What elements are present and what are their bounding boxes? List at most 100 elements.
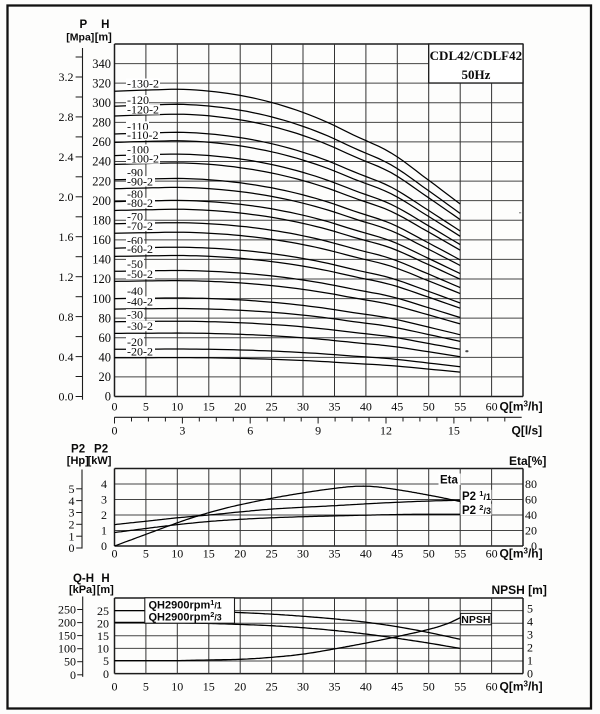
- svg-text:50: 50: [423, 547, 435, 561]
- svg-text:15: 15: [97, 629, 109, 643]
- svg-text:1: 1: [527, 654, 533, 668]
- svg-text:[m]: [m]: [97, 584, 114, 596]
- svg-text:Q[l/s]: Q[l/s]: [512, 423, 543, 437]
- svg-text:[Mpa]: [Mpa]: [66, 32, 94, 44]
- svg-text:60: 60: [486, 679, 498, 693]
- svg-text:[m]: [m]: [95, 32, 112, 44]
- svg-text:55: 55: [454, 679, 466, 693]
- svg-text:P2: P2: [71, 444, 85, 456]
- svg-text:P2: P2: [94, 444, 108, 456]
- svg-text:10: 10: [171, 399, 183, 413]
- svg-text:6: 6: [247, 423, 253, 437]
- svg-text:-120-2: -120-2: [127, 102, 159, 116]
- svg-text:0: 0: [112, 679, 118, 693]
- svg-text:H: H: [101, 573, 109, 585]
- svg-text:-100-2: -100-2: [127, 152, 159, 166]
- svg-text:-20: -20: [127, 335, 143, 349]
- svg-text:10: 10: [171, 679, 183, 693]
- svg-text:4: 4: [527, 615, 533, 629]
- svg-text:P2 2/3: P2 2/3: [462, 503, 491, 517]
- svg-text:240: 240: [92, 155, 111, 169]
- svg-text:3: 3: [179, 423, 185, 437]
- svg-text:45: 45: [391, 679, 403, 693]
- svg-text:55: 55: [454, 547, 466, 561]
- svg-text:25: 25: [266, 547, 278, 561]
- svg-text:60: 60: [486, 547, 498, 561]
- svg-text:5: 5: [103, 654, 109, 668]
- svg-text:280: 280: [92, 116, 111, 130]
- svg-text:15: 15: [203, 547, 215, 561]
- svg-text:CDL42/CDLF42: CDL42/CDLF42: [430, 48, 522, 63]
- svg-text:15: 15: [448, 423, 460, 437]
- svg-text:0: 0: [103, 667, 109, 681]
- svg-text:-80: -80: [127, 187, 143, 201]
- svg-text:-40: -40: [127, 284, 143, 298]
- svg-text:2: 2: [69, 518, 75, 532]
- svg-text:4: 4: [101, 477, 107, 491]
- svg-text:5: 5: [143, 679, 149, 693]
- svg-text:Q[m3/h]: Q[m3/h]: [500, 399, 543, 413]
- svg-text:50Hz: 50Hz: [461, 67, 490, 82]
- svg-text:20: 20: [234, 399, 246, 413]
- svg-text:220: 220: [92, 174, 111, 188]
- svg-text:-90-2: -90-2: [127, 174, 153, 188]
- svg-text:30: 30: [297, 399, 309, 413]
- svg-text:-120: -120: [127, 93, 149, 107]
- svg-text:Eta: Eta: [440, 474, 459, 486]
- svg-text:2: 2: [527, 641, 533, 655]
- svg-text:-60-2: -60-2: [127, 242, 153, 256]
- svg-text:20: 20: [234, 547, 246, 561]
- svg-text:4: 4: [69, 494, 75, 508]
- svg-text:320: 320: [92, 76, 111, 90]
- svg-text:-50: -50: [127, 257, 143, 271]
- svg-text:45: 45: [391, 547, 403, 561]
- svg-text:30: 30: [297, 547, 309, 561]
- svg-text:10: 10: [171, 547, 183, 561]
- svg-text:45: 45: [391, 399, 403, 413]
- svg-text:150: 150: [58, 629, 76, 643]
- svg-text:180: 180: [92, 213, 111, 227]
- svg-text:-50-2: -50-2: [127, 267, 153, 281]
- svg-text:P2 1/1: P2 1/1: [462, 489, 491, 503]
- svg-text:2.0: 2.0: [59, 190, 74, 204]
- svg-text:1: 1: [101, 524, 107, 538]
- svg-text:260: 260: [92, 135, 111, 149]
- svg-text:0: 0: [112, 423, 118, 437]
- svg-text:P: P: [79, 19, 87, 31]
- svg-text:1.2: 1.2: [59, 270, 74, 284]
- svg-text:Q-H: Q-H: [73, 573, 94, 585]
- svg-text:[kW]: [kW]: [88, 455, 112, 467]
- svg-text:-70-2: -70-2: [127, 219, 153, 233]
- svg-text:200: 200: [92, 194, 111, 208]
- svg-text:-70: -70: [127, 209, 143, 223]
- svg-text:0: 0: [527, 667, 533, 681]
- svg-text:-90: -90: [127, 165, 143, 179]
- svg-text:5: 5: [143, 399, 149, 413]
- svg-text:120: 120: [92, 272, 111, 286]
- svg-text:40: 40: [360, 547, 372, 561]
- svg-text:60: 60: [486, 399, 498, 413]
- svg-text:-110-2: -110-2: [127, 128, 159, 142]
- svg-text:20: 20: [525, 524, 537, 538]
- svg-text:40: 40: [99, 351, 112, 365]
- svg-text:0: 0: [70, 668, 76, 682]
- svg-text:3: 3: [69, 506, 75, 520]
- svg-text:1: 1: [69, 529, 75, 543]
- svg-text:40: 40: [525, 508, 537, 522]
- svg-text:20: 20: [234, 679, 246, 693]
- svg-text:3.2: 3.2: [59, 70, 74, 84]
- svg-text:10: 10: [97, 642, 109, 656]
- svg-text:1.6: 1.6: [59, 230, 74, 244]
- svg-text:QH2900rpm2/3: QH2900rpm2/3: [149, 610, 222, 623]
- svg-text:25: 25: [266, 399, 278, 413]
- svg-text:[kPa]: [kPa]: [69, 584, 96, 596]
- svg-text:35: 35: [329, 547, 341, 561]
- svg-text:25: 25: [97, 604, 109, 618]
- svg-text:QH2900rpm1/1: QH2900rpm1/1: [149, 598, 222, 611]
- svg-text:340: 340: [92, 57, 111, 71]
- svg-text:300: 300: [92, 96, 111, 110]
- svg-text:0: 0: [112, 399, 118, 413]
- svg-text:50: 50: [64, 655, 76, 669]
- svg-text:12: 12: [380, 423, 392, 437]
- svg-text:55: 55: [454, 399, 466, 413]
